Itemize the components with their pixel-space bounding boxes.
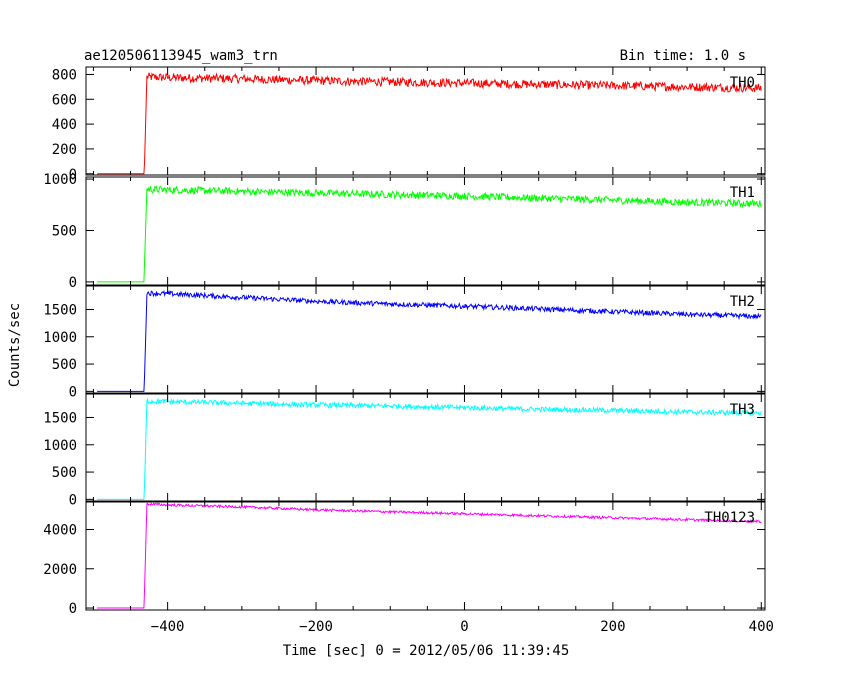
panel-frame — [85, 285, 766, 394]
panel-frame — [85, 66, 766, 176]
figure-title: ae120506113945_wam3_trn — [84, 48, 278, 64]
y-tick-label: 0 — [69, 601, 77, 617]
y-tick-label: 800 — [52, 67, 77, 83]
panel-frame — [85, 501, 766, 611]
x-tick-label: 0 — [460, 619, 468, 635]
y-tick-label: 2000 — [43, 562, 77, 578]
series-th0123 — [97, 502, 762, 609]
y-tick-label: 1000 — [43, 438, 77, 454]
panel-frame — [85, 176, 766, 286]
panel-label-th0123: TH0123 — [704, 510, 755, 526]
panel-frame — [85, 393, 766, 502]
y-tick-label: 1500 — [43, 302, 77, 318]
series-th0 — [97, 72, 762, 175]
y-tick-label: 400 — [52, 117, 77, 133]
x-tick-label: 200 — [600, 619, 625, 635]
y-tick-label: 500 — [52, 357, 77, 373]
series-th3 — [97, 397, 762, 500]
y-tick-label: 200 — [52, 142, 77, 158]
panel-label-th1: TH1 — [730, 185, 755, 201]
y-tick-label: 1000 — [43, 172, 77, 188]
x-tick-label: −400 — [151, 619, 185, 635]
panel-th2: 0 500 1000 1500 TH2 — [43, 285, 766, 400]
y-tick-label: 0 — [69, 275, 77, 291]
y-tick-label: 1500 — [43, 410, 77, 426]
y-tick-label: 500 — [52, 223, 77, 239]
panel-th0123: 0 2000 4000 TH0123 — [43, 501, 766, 617]
panel-label-th0: TH0 — [730, 75, 755, 91]
panel-th1: 0 500 1000 TH1 — [43, 172, 766, 291]
x-tick-label: −200 — [299, 619, 333, 635]
bin-time-label: Bin time: 1.0 s — [620, 48, 746, 64]
y-tick-label: 0 — [69, 492, 77, 508]
panels-group: 0 200 400 600 800 TH0 0 500 1000 TH1 0 500 1000 1500 T… — [43, 66, 774, 635]
x-axis-label: Time [sec] 0 = 2012/05/06 11:39:45 — [283, 643, 570, 659]
y-tick-label: 600 — [52, 92, 77, 108]
series-th1 — [97, 185, 762, 283]
y-tick-label: 500 — [52, 465, 77, 481]
y-tick-label: 4000 — [43, 522, 77, 538]
y-axis-label: Counts/sec — [7, 303, 23, 387]
y-tick-label: 1000 — [43, 330, 77, 346]
series-th2 — [97, 289, 762, 392]
panel-label-th3: TH3 — [730, 402, 755, 418]
y-tick-label: 0 — [69, 384, 77, 400]
y-tick-label: 0 — [69, 167, 77, 183]
panel-th0: 0 200 400 600 800 TH0 — [52, 66, 766, 183]
panel-label-th2: TH2 — [730, 294, 755, 310]
panel-th3: 0 500 1000 1500 TH3 — [43, 393, 766, 508]
x-tick-label: 400 — [749, 619, 774, 635]
